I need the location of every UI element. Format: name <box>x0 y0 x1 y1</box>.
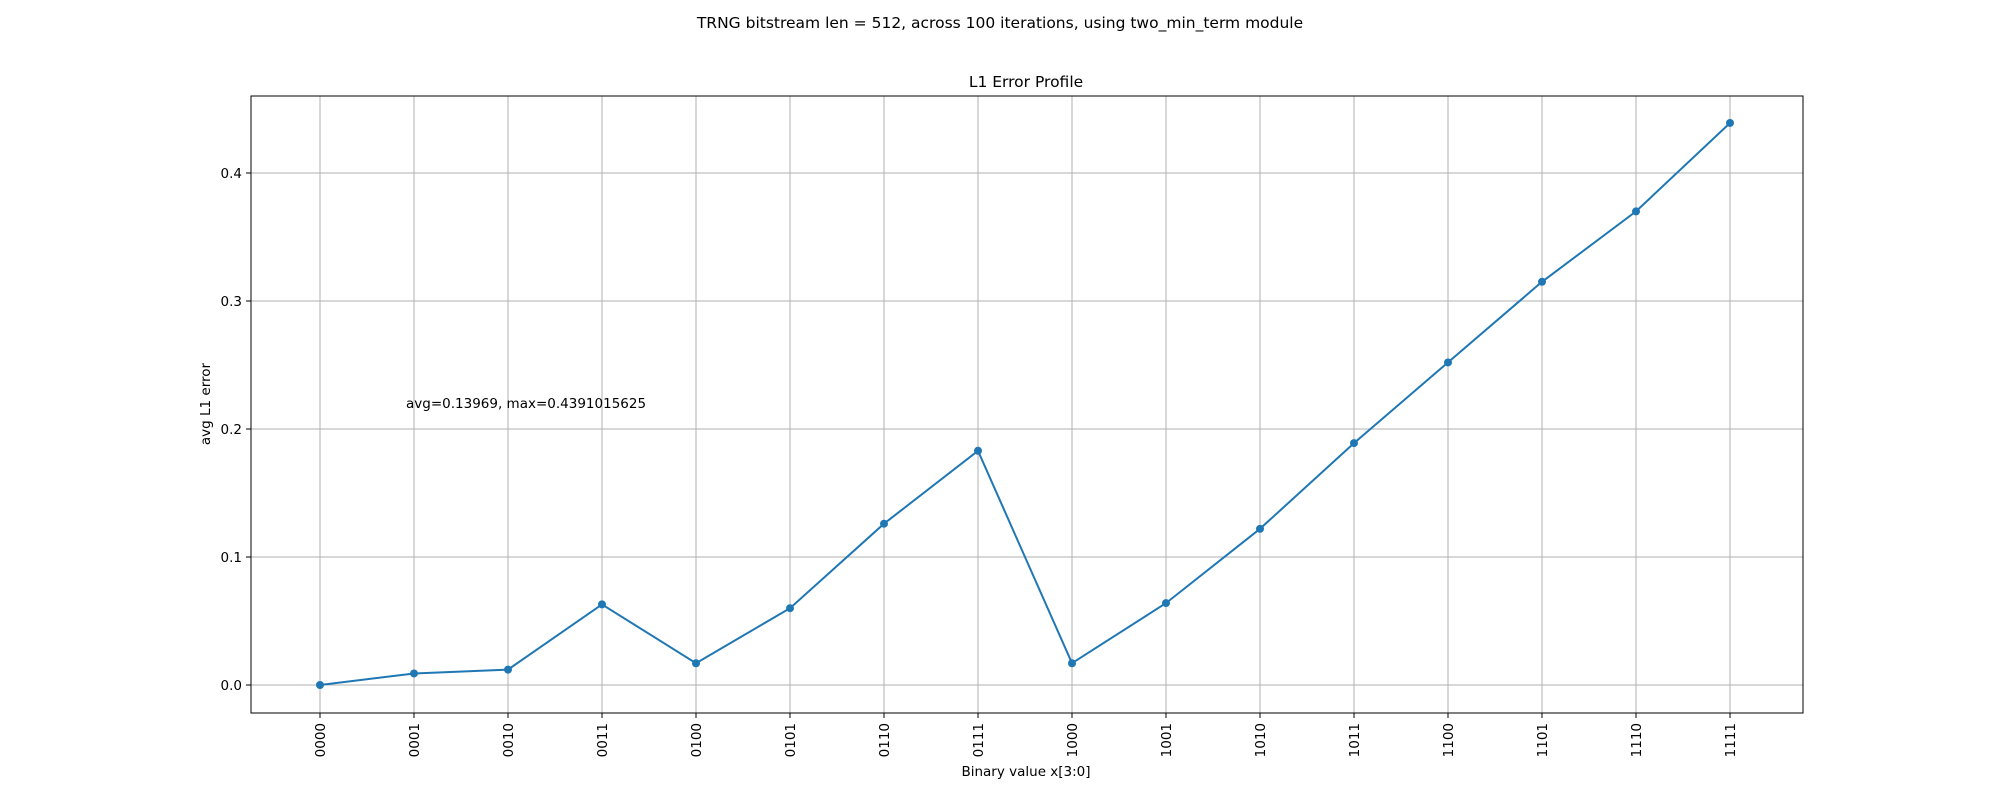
data-point <box>1538 277 1546 286</box>
x-tick-label: 1110 <box>1629 723 1645 757</box>
x-tick-label: 1011 <box>1347 723 1363 757</box>
y-axis-label: avg L1 error <box>198 362 214 445</box>
data-point <box>1726 118 1734 127</box>
chart-title: L1 Error Profile <box>969 73 1083 91</box>
series-line <box>319 122 1731 686</box>
data-point <box>504 665 512 674</box>
data-point <box>974 446 982 455</box>
series-line-group <box>316 118 1734 689</box>
y-tick-label: 0.3 <box>221 294 242 310</box>
x-tick-label: 1001 <box>1159 723 1175 757</box>
x-tick-label: 0000 <box>313 723 329 757</box>
data-point <box>316 681 324 689</box>
plot-frame <box>250 95 1804 714</box>
data-point <box>1350 439 1358 448</box>
figure-suptitle: TRNG bitstream len = 512, across 100 ite… <box>696 14 1303 33</box>
x-tick-label: 1111 <box>1723 723 1739 757</box>
x-tick-label: 0111 <box>971 723 987 757</box>
stats-annotation: avg=0.13969, max=0.4391015625 <box>406 396 646 412</box>
x-tick-label: 0010 <box>501 723 517 757</box>
y-tick-label: 0.4 <box>221 166 242 182</box>
x-tick-label: 0100 <box>689 723 705 757</box>
data-point <box>1444 358 1452 367</box>
x-tick-label: 0101 <box>783 723 799 757</box>
data-point <box>1256 524 1264 533</box>
x-tick-label: 1100 <box>1441 723 1457 757</box>
x-axis-ticks: 0000 0001 0010 0011 0100 0101 0110 0111 1000 1001… <box>313 713 1739 757</box>
data-point <box>692 659 700 668</box>
data-point <box>1068 659 1076 668</box>
y-tick-label: 0.2 <box>221 422 242 438</box>
y-tick-label: 0.0 <box>221 678 242 694</box>
x-tick-label: 0011 <box>595 723 611 757</box>
x-tick-label: 1101 <box>1535 723 1551 757</box>
x-tick-label: 0001 <box>407 723 423 757</box>
x-tick-label: 1000 <box>1065 723 1081 757</box>
data-point <box>880 519 888 528</box>
data-point <box>1162 599 1170 608</box>
x-axis-label: Binary value x[3:0] <box>961 764 1090 780</box>
data-point <box>410 669 418 678</box>
x-tick-label: 0110 <box>877 723 893 757</box>
data-point <box>786 604 794 613</box>
data-point <box>1632 207 1640 216</box>
data-point <box>598 600 606 609</box>
y-tick-label: 0.1 <box>221 550 242 566</box>
grid-lines <box>251 96 1803 713</box>
x-tick-label: 1010 <box>1253 723 1269 757</box>
y-axis-ticks: 0.0 0.1 0.2 0.3 0.4 <box>221 166 251 694</box>
